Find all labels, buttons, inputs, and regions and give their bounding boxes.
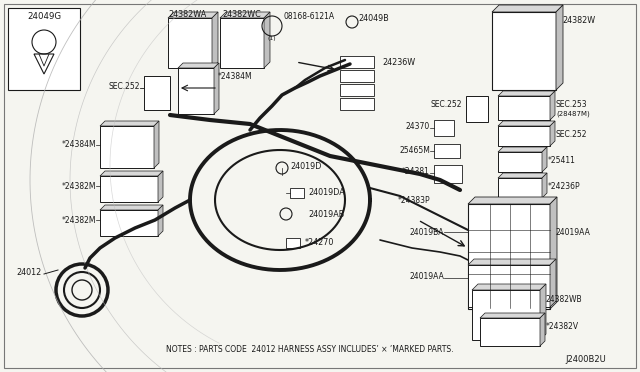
Text: 08168-6121A: 08168-6121A <box>284 12 335 21</box>
Bar <box>468 204 550 309</box>
Text: 24019DA: 24019DA <box>308 188 345 197</box>
Text: SEC.252: SEC.252 <box>556 130 588 139</box>
Polygon shape <box>550 91 555 120</box>
Polygon shape <box>168 12 218 18</box>
Text: 25465M: 25465M <box>399 146 430 155</box>
Text: J2400B2U: J2400B2U <box>565 355 606 364</box>
Bar <box>498 178 542 198</box>
Text: SEC.252: SEC.252 <box>431 100 462 109</box>
Polygon shape <box>498 121 555 126</box>
Polygon shape <box>468 259 556 265</box>
Text: 24019BA: 24019BA <box>410 228 444 237</box>
Text: 24236W: 24236W <box>382 58 415 67</box>
Polygon shape <box>550 197 557 309</box>
Bar <box>434 144 460 158</box>
Bar <box>144 76 170 110</box>
Polygon shape <box>100 121 159 126</box>
Polygon shape <box>480 313 545 318</box>
Text: SEC.253: SEC.253 <box>556 100 588 109</box>
Bar <box>168 18 212 68</box>
Bar <box>100 176 158 202</box>
Text: 24019AA: 24019AA <box>409 272 444 281</box>
Polygon shape <box>540 284 546 340</box>
Bar <box>340 56 374 68</box>
Bar <box>434 165 462 183</box>
Polygon shape <box>468 197 557 204</box>
Text: *24384M: *24384M <box>61 140 96 149</box>
Polygon shape <box>220 12 270 18</box>
Text: 24019AA: 24019AA <box>556 228 591 237</box>
Text: 24019D: 24019D <box>290 162 321 171</box>
Bar <box>472 290 540 340</box>
Text: 24012: 24012 <box>16 268 41 277</box>
Text: NOTES : PARTS CODE  24012 HARNESS ASSY INCLUDES’ × ’MARKED PARTS.: NOTES : PARTS CODE 24012 HARNESS ASSY IN… <box>166 345 454 354</box>
Polygon shape <box>158 205 163 236</box>
Polygon shape <box>542 147 547 172</box>
Bar <box>340 70 374 82</box>
Text: (1): (1) <box>268 36 276 41</box>
Text: *24270: *24270 <box>305 238 334 247</box>
Text: *24384M: *24384M <box>218 72 253 81</box>
Polygon shape <box>154 121 159 168</box>
Polygon shape <box>542 173 547 198</box>
Polygon shape <box>100 171 163 176</box>
Bar <box>340 98 374 110</box>
Text: 24382W: 24382W <box>562 16 595 25</box>
Bar <box>498 152 542 172</box>
Text: 24382WC: 24382WC <box>222 10 260 19</box>
Bar <box>466 96 488 122</box>
Bar <box>290 188 304 198</box>
Bar <box>468 265 550 307</box>
Polygon shape <box>158 171 163 202</box>
Text: (28487M): (28487M) <box>556 110 589 116</box>
Polygon shape <box>498 147 547 152</box>
Bar <box>492 12 556 90</box>
Polygon shape <box>212 12 218 68</box>
Polygon shape <box>498 173 547 178</box>
Text: *24382M: *24382M <box>61 216 96 225</box>
Text: 24019AB: 24019AB <box>308 210 344 219</box>
Polygon shape <box>492 5 563 12</box>
Bar <box>286 238 300 248</box>
Polygon shape <box>498 91 555 96</box>
Polygon shape <box>100 205 163 210</box>
Text: 24370: 24370 <box>406 122 430 131</box>
Polygon shape <box>264 12 270 68</box>
Text: *25411: *25411 <box>548 156 576 165</box>
Polygon shape <box>472 284 546 290</box>
Bar <box>498 96 550 120</box>
Bar <box>8 8 80 90</box>
Polygon shape <box>550 259 556 307</box>
Text: *24383P: *24383P <box>397 196 430 205</box>
Text: 24382WA: 24382WA <box>168 10 206 19</box>
Polygon shape <box>550 121 555 146</box>
Text: 24382WB: 24382WB <box>546 295 582 304</box>
Bar <box>434 120 454 136</box>
Polygon shape <box>556 5 563 90</box>
Text: 24049G: 24049G <box>27 12 61 21</box>
Text: *24382M: *24382M <box>61 182 96 191</box>
Text: SEC.252: SEC.252 <box>109 82 140 91</box>
Bar <box>100 126 154 168</box>
Text: *24236P: *24236P <box>548 182 580 191</box>
Text: *24381: *24381 <box>402 167 430 176</box>
Bar <box>480 318 540 346</box>
Bar <box>178 68 214 114</box>
Bar <box>220 18 264 68</box>
Bar <box>340 84 374 96</box>
Polygon shape <box>178 63 219 68</box>
Polygon shape <box>214 63 219 114</box>
Text: 24049B: 24049B <box>358 14 388 23</box>
Text: *24382V: *24382V <box>546 322 579 331</box>
Bar <box>498 126 550 146</box>
Bar <box>100 210 158 236</box>
Polygon shape <box>540 313 545 346</box>
